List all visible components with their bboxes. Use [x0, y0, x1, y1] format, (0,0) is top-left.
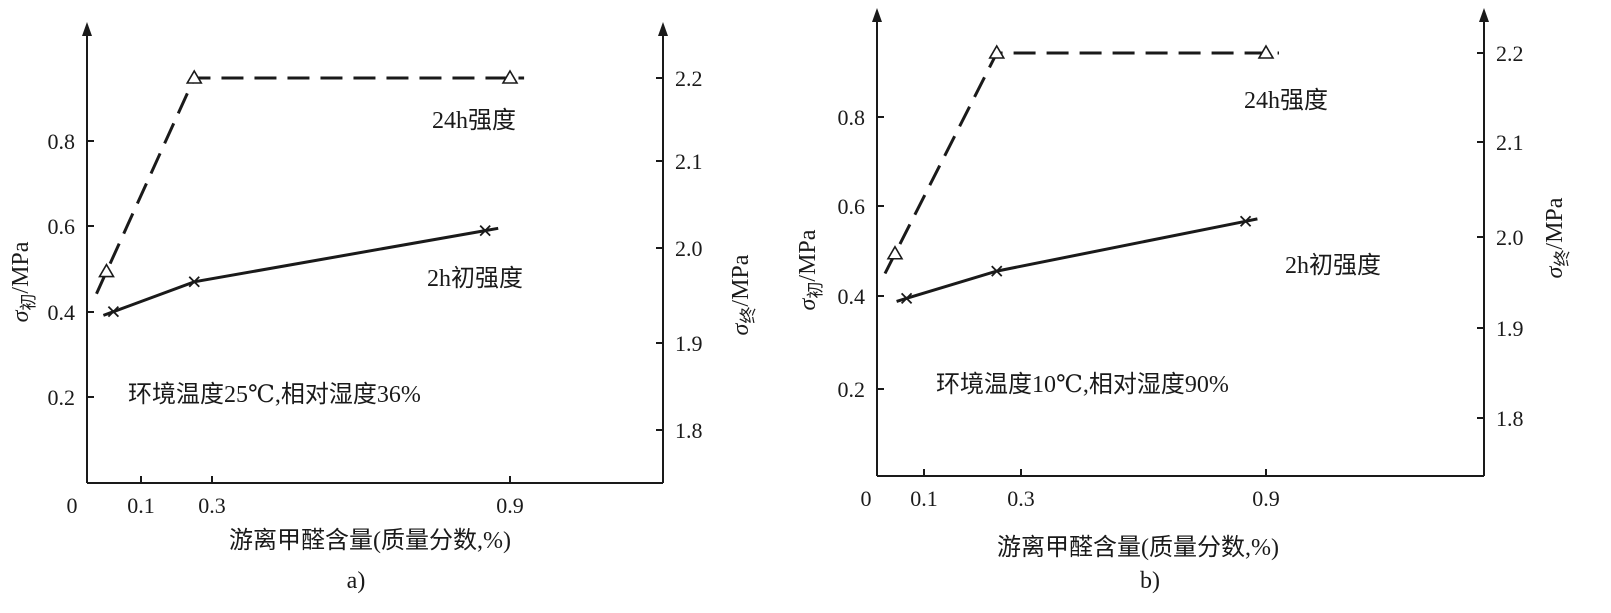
series-label: 24h强度: [1244, 87, 1328, 114]
series-label: 24h强度: [432, 107, 516, 134]
condition-annotation: 环境温度25℃,相对湿度36%: [128, 381, 421, 408]
triangle-marker-icon: [1257, 44, 1275, 59]
panel-label: a): [347, 568, 366, 594]
right-y-tick-label: 1.9: [675, 331, 703, 356]
left-y-axis-title: σ初/MPa: [8, 241, 38, 322]
left-y-tick-label: 0.6: [838, 194, 866, 219]
left-y-tick-label: 0.8: [48, 129, 76, 154]
x-tick-label: 0.1: [910, 486, 938, 511]
left-y-axis-title-subscript: 初: [19, 294, 38, 311]
left-y-tick-label: 0.8: [838, 105, 866, 130]
x-tick-label: 0.3: [1007, 486, 1035, 511]
triangle-marker-icon: [886, 245, 904, 260]
x-tick-label: 0: [861, 486, 872, 511]
left-y-axis-title: σ初/MPa: [795, 229, 825, 310]
left-axis-arrow-icon: [872, 8, 882, 22]
x-marker-icon: [479, 224, 491, 237]
left-y-axis-title-symbol: σ: [795, 297, 821, 310]
x-tick-label: 0.9: [496, 493, 524, 518]
right-y-axis-title-subscript: 终: [739, 307, 758, 324]
x-tick-label: 0: [67, 493, 78, 518]
left-y-tick-label: 0.4: [48, 300, 76, 325]
x-axis-title: 游离甲醛含量(质量分数,%): [229, 527, 511, 554]
right-y-axis-title: σ终/MPa: [1542, 197, 1572, 278]
chart-panel-a: 0 0.1 0.3 0.90.20.40.60.81.81.92.02.12.2σ初/…: [8, 22, 758, 594]
triangle-marker-icon: [501, 69, 519, 84]
left-y-tick-label: 0.2: [838, 377, 866, 402]
right-y-tick-label: 2.0: [1496, 225, 1524, 250]
right-y-axis-title-symbol: σ: [1542, 265, 1568, 278]
right-y-tick-label: 1.8: [675, 418, 703, 443]
right-y-axis-title-unit: /MPa: [1542, 197, 1568, 249]
left-y-axis-title-subscript: 初: [806, 282, 825, 299]
right-axis-arrow-icon: [658, 22, 668, 36]
right-y-axis-title-unit: /MPa: [728, 254, 754, 306]
right-y-tick-label: 1.8: [1496, 406, 1524, 431]
left-y-axis-title-unit: /MPa: [795, 229, 821, 281]
left-y-axis-title-symbol: σ: [8, 309, 34, 322]
right-y-tick-label: 1.9: [1496, 316, 1524, 341]
x-tick-label: 0.9: [1252, 486, 1280, 511]
series-label: 2h初强度: [427, 265, 523, 292]
x-marker-icon: [107, 306, 120, 318]
x-axis-title: 游离甲醛含量(质量分数,%): [997, 534, 1279, 561]
right-y-axis-title-symbol: σ: [728, 322, 754, 335]
left-y-axis-title-unit: /MPa: [8, 241, 34, 293]
left-axis-arrow-icon: [82, 22, 92, 36]
right-y-axis-title-subscript: 终: [1553, 250, 1572, 267]
left-y-tick-label: 0.6: [48, 214, 76, 239]
series-label: 2h初强度: [1285, 252, 1381, 279]
x-marker-icon: [188, 276, 200, 288]
x-marker-icon: [900, 292, 913, 304]
x-marker-icon: [991, 265, 1003, 277]
right-y-tick-label: 2.1: [675, 149, 703, 174]
series-line-2h: [896, 217, 1258, 303]
triangle-marker-icon: [988, 44, 1006, 59]
condition-annotation: 环境温度10℃,相对湿度90%: [936, 371, 1229, 398]
triangle-marker-icon: [185, 69, 203, 84]
right-y-tick-label: 2.2: [1496, 41, 1524, 66]
right-axis-arrow-icon: [1479, 8, 1489, 22]
chart-panel-b: 0 0.1 0.3 0.90.20.40.60.81.81.92.02.12.2σ初/…: [795, 8, 1572, 594]
left-y-tick-label: 0.2: [48, 385, 76, 410]
panel-label: b): [1140, 568, 1160, 594]
x-marker-icon: [1239, 215, 1252, 227]
right-y-tick-label: 2.2: [675, 66, 703, 91]
left-y-tick-label: 0.4: [838, 284, 866, 309]
right-y-tick-label: 2.1: [1496, 130, 1524, 155]
triangle-marker-icon: [98, 263, 115, 278]
x-tick-label: 0.1: [127, 493, 155, 518]
right-y-axis-title: σ终/MPa: [728, 254, 758, 335]
series-line-24h: [883, 51, 1279, 275]
right-y-tick-label: 2.0: [675, 236, 703, 261]
x-tick-label: 0.3: [198, 493, 226, 518]
